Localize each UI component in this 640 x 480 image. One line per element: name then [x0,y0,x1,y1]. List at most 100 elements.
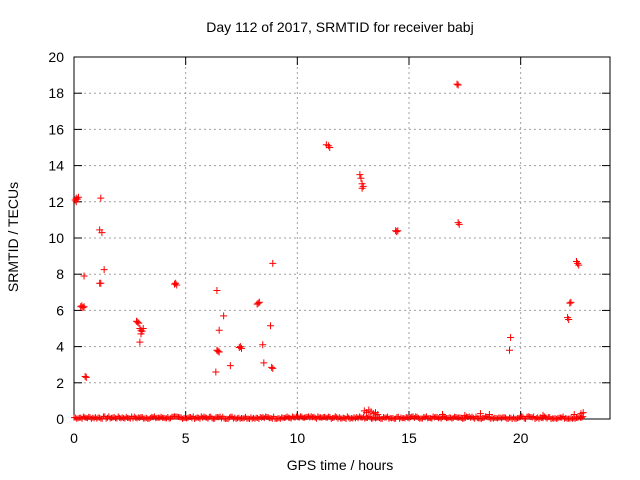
data-point [139,414,146,421]
data-point [357,414,364,421]
data-point [328,415,335,422]
data-point [179,415,186,422]
chart-title: Day 112 of 2017, SRMTID for receiver bab… [206,19,473,35]
data-point [301,414,308,421]
data-point [226,414,233,421]
data-point [359,182,367,190]
data-point [539,411,547,419]
y-tick-label: 10 [48,230,64,246]
data-point [96,279,104,287]
data-point [356,171,364,179]
data-point [567,298,575,306]
data-point [212,368,220,376]
data-point [173,281,181,289]
data-point [84,415,91,422]
data-point [136,338,144,346]
data-point [147,414,154,421]
data-point [535,415,542,422]
data-point [97,194,105,202]
y-tick-label: 12 [48,194,64,210]
y-tick-label: 6 [56,302,64,318]
data-point [573,258,580,266]
data-point [236,343,244,351]
data-point [81,372,89,380]
data-point [80,413,87,420]
data-point [562,415,569,422]
data-point [566,299,574,307]
data-point [260,359,268,367]
data-point [294,414,301,421]
data-point [80,272,88,280]
data-point [178,414,185,421]
data-point [111,414,118,421]
data-point [444,415,451,422]
data-point [529,414,536,421]
data-point [247,414,254,421]
data-point [510,414,517,421]
data-point [407,414,414,421]
data-point [498,415,505,422]
data-point [203,414,210,421]
data-point [570,410,578,418]
data-point [397,414,404,421]
data-point [439,410,446,418]
x-axis-label: GPS time / hours [287,457,394,473]
y-axis-label: SRMTID / TECUs [5,182,21,292]
data-point [72,198,80,206]
data-point [376,415,383,422]
y-tick-label: 20 [48,49,64,65]
x-tick-label: 10 [290,430,306,446]
data-point [515,414,522,421]
data-point [139,325,147,332]
data-point [461,411,469,419]
axis-ticks: 0 2 4 6 8 10 12 14 16 18 20 0 5 10 15 20 [48,49,610,446]
data-point [80,303,88,311]
data-point [478,415,485,422]
data-point [507,334,515,342]
data-point [572,415,579,422]
data-point [533,415,540,422]
data-point [325,142,333,150]
data-point [134,318,142,326]
data-point [309,414,316,421]
data-point [330,414,337,421]
data-point [136,414,143,421]
data-point [150,414,157,421]
data-point [517,414,524,421]
data-point [358,184,366,192]
data-point [265,414,272,421]
data-point [476,410,484,418]
data-point [187,413,194,420]
data-point [506,346,513,354]
data-point [513,415,520,422]
data-point [79,304,87,312]
data-point [326,144,334,151]
y-tick-label: 4 [56,339,64,355]
data-point [564,314,572,322]
data-point [158,413,165,420]
data-point [267,415,274,422]
y-tick-label: 18 [48,85,64,101]
data-point [267,322,275,330]
data-point [137,330,145,338]
data-point [96,414,103,421]
data-point [268,363,276,371]
data-point [578,414,585,421]
data-point [82,373,90,381]
data-point [200,413,207,420]
data-point [357,174,365,182]
x-tick-label: 5 [182,430,190,446]
data-point [100,266,108,274]
data-point [554,415,561,422]
data-point [575,261,583,269]
data-point [215,326,223,334]
data-point [213,286,221,294]
data-point [284,413,291,420]
data-point [107,415,114,422]
data-point [269,364,277,372]
data-point [226,362,234,370]
data-point [393,228,401,236]
data-point [172,279,180,287]
data-point [374,410,382,418]
